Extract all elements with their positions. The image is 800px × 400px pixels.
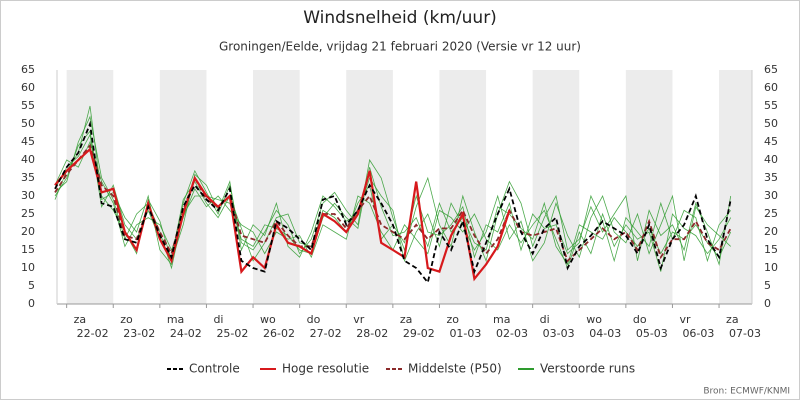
legend-label: Hoge resolutie [282, 362, 369, 376]
x-weekday-label: vr [679, 313, 691, 326]
y2-tick-label: 40 [764, 153, 778, 166]
x-tick-label: 28-02 [356, 327, 388, 340]
y-tick-label: 45 [21, 135, 35, 148]
source: Bron: ECMWF/KNMI [703, 387, 790, 397]
y2-tick-label: 20 [764, 225, 778, 238]
x-weekday-label: za [726, 313, 739, 326]
x-tick-label: 29-02 [403, 327, 435, 340]
day-band [625, 70, 673, 304]
y-tick-label: 5 [28, 279, 35, 292]
x-tick-label: 27-02 [310, 327, 342, 340]
x-weekday-label: wo [260, 313, 276, 326]
x-weekday-label: zo [446, 313, 459, 326]
legend-label: Middelste (P50) [408, 362, 502, 376]
x-weekday-label: do [307, 313, 321, 326]
x-weekday-label: di [540, 313, 550, 326]
y-tick-label: 55 [21, 99, 35, 112]
x-weekday-label: ma [167, 313, 184, 326]
x-tick-label: 07-03 [729, 327, 761, 340]
x-weekday-label: di [213, 313, 223, 326]
y-tick-label: 60 [21, 81, 35, 94]
x-tick-label: 03-03 [543, 327, 575, 340]
x-weekday-label: do [633, 313, 647, 326]
day-band [253, 70, 300, 304]
x-weekday-label: za [400, 313, 413, 326]
day-band [439, 70, 487, 304]
x-tick-label: 04-03 [589, 327, 621, 340]
ensemble-line [54, 130, 732, 266]
x-tick-label: 26-02 [263, 327, 295, 340]
y2-tick-label: 50 [764, 117, 778, 130]
x-weekday-label: za [74, 313, 87, 326]
y2-tick-label: 10 [764, 261, 778, 274]
legend-label: Controle [189, 362, 240, 376]
y-tick-label: 20 [21, 225, 35, 238]
x-tick-label: 22-02 [77, 327, 109, 340]
y-tick-label: 15 [21, 243, 35, 256]
ensemble-line [54, 115, 732, 270]
x-tick-label: 23-02 [123, 327, 155, 340]
y2-tick-label: 0 [764, 297, 771, 310]
series-line [54, 143, 732, 263]
x-tick-label: 05-03 [636, 327, 668, 340]
chart-subtitle: Groningen/Eelde, vrijdag 21 februari 202… [219, 40, 581, 54]
y-tick-label: 0 [28, 297, 35, 310]
x-tick-label: 01-03 [449, 327, 481, 340]
x-weekday-label: wo [586, 313, 602, 326]
x-tick-label: 24-02 [170, 327, 202, 340]
day-band [719, 70, 752, 304]
y2-tick-label: 5 [764, 279, 771, 292]
x-weekday-label: ma [493, 313, 510, 326]
y2-tick-label: 35 [764, 171, 778, 184]
y2-tick-label: 30 [764, 189, 778, 202]
x-tick-label: 25-02 [216, 327, 248, 340]
y-tick-label: 30 [21, 189, 35, 202]
y-tick-label: 50 [21, 117, 35, 130]
y2-tick-label: 15 [764, 243, 778, 256]
chart-title: Windsnelheid (km/uur) [303, 8, 497, 28]
x-tick-label: 06-03 [682, 327, 714, 340]
series-line [54, 147, 511, 282]
y2-tick-label: 45 [764, 135, 778, 148]
x-weekday-label: vr [353, 313, 365, 326]
y2-tick-label: 25 [764, 207, 778, 220]
series-line [54, 120, 732, 285]
legend-label: Verstoorde runs [540, 362, 635, 376]
day-band [532, 70, 580, 304]
y-tick-label: 65 [21, 63, 35, 76]
day-band [66, 70, 114, 304]
x-tick-label: 02-03 [496, 327, 528, 340]
y2-tick-label: 55 [764, 99, 778, 112]
y-tick-label: 35 [21, 171, 35, 184]
y-tick-label: 10 [21, 261, 35, 274]
x-weekday-label: zo [120, 313, 133, 326]
y2-tick-label: 65 [764, 63, 778, 76]
y-tick-label: 25 [21, 207, 35, 220]
y-tick-label: 40 [21, 153, 35, 166]
y2-tick-label: 60 [764, 81, 778, 94]
